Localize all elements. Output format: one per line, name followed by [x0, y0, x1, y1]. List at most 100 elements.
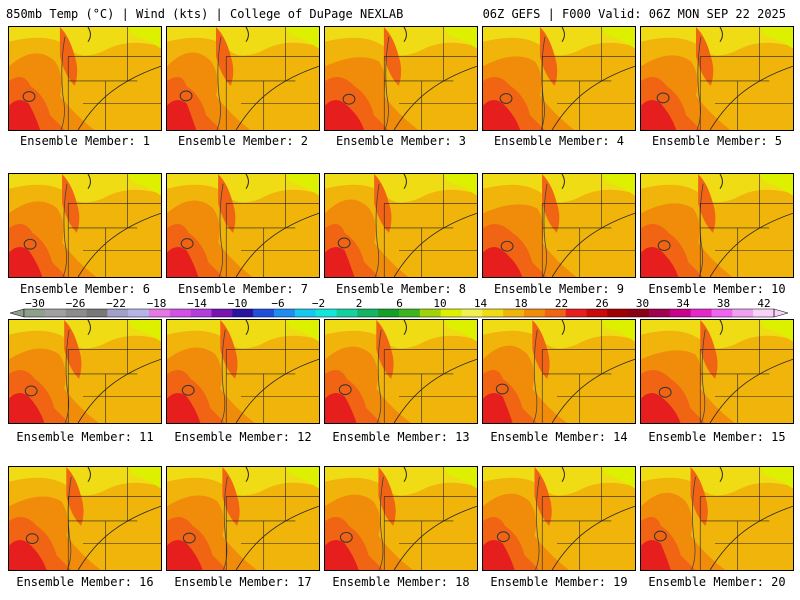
coastline — [719, 467, 723, 482]
contour-line — [66, 476, 72, 570]
run-valid-time: 06Z GEFS | F000 Valid: 06Z MON SEP 22 20… — [482, 7, 786, 21]
ensemble-map-panel — [166, 319, 320, 424]
contour-line — [64, 329, 70, 423]
contour-line — [216, 36, 222, 130]
colorbar-swatch — [65, 309, 87, 317]
cool-region — [483, 467, 635, 496]
ensemble-map-panel — [324, 173, 478, 278]
ensemble-map-panel — [166, 466, 320, 571]
temperature-map — [167, 27, 319, 130]
coastline — [87, 27, 91, 42]
ensemble-map-panel — [640, 466, 794, 571]
colorbar-tick-label: 38 — [716, 297, 731, 310]
river-line — [393, 505, 477, 570]
state-borders — [541, 27, 635, 130]
ensemble-map-panel — [324, 26, 478, 131]
hottest-region — [9, 393, 45, 423]
cool-region — [9, 467, 161, 496]
ensemble-member-label: Ensemble Member: 9 — [493, 282, 625, 296]
hottest-region — [167, 540, 203, 570]
state-borders — [699, 467, 793, 570]
colorbar-tick-label: −26 — [65, 297, 86, 310]
coolest-region — [285, 174, 319, 196]
colorbar-tick-label: −10 — [227, 297, 248, 310]
ensemble-map-panel — [166, 26, 320, 131]
river-line — [77, 358, 161, 423]
hottest-region — [641, 540, 671, 570]
colorbar-tick-label: −2 — [311, 297, 326, 310]
ensemble-map-panel — [324, 319, 478, 424]
coastline — [403, 27, 407, 42]
coastline — [403, 174, 407, 189]
ensemble-member-label: Ensemble Member: 17 — [174, 575, 312, 589]
ensemble-member-label: Ensemble Member: 11 — [16, 430, 154, 444]
coastline — [719, 27, 723, 42]
ensemble-member-label: Ensemble Member: 13 — [332, 430, 470, 444]
ensemble-map-panel — [8, 26, 162, 131]
contour-closed — [338, 384, 352, 396]
colorbar-max-arrow — [773, 308, 788, 318]
temperature-map — [641, 27, 793, 130]
contour-line — [60, 36, 66, 130]
colorbar-swatch — [232, 309, 254, 317]
hottest-region — [167, 393, 201, 423]
state-borders — [67, 27, 161, 130]
temperature-map — [9, 27, 161, 130]
ensemble-member-label: Ensemble Member: 10 — [648, 282, 786, 296]
colorbar-swatch — [107, 309, 129, 317]
ensemble-member-label: Ensemble Member: 16 — [16, 575, 154, 589]
cool-region — [325, 320, 477, 349]
colorbar-swatch — [503, 309, 525, 317]
contour-closed — [495, 383, 509, 395]
coastline — [561, 467, 565, 482]
colorbar-swatch — [669, 309, 691, 317]
contour-closed — [496, 531, 510, 543]
coastline — [245, 320, 249, 335]
colorbar-swatch — [649, 309, 671, 317]
river-line — [709, 212, 793, 277]
hottest-region — [167, 100, 197, 130]
river-line — [235, 212, 319, 277]
colorbar-swatch — [44, 309, 66, 317]
ensemble-map-panel — [8, 173, 162, 278]
colorbar-tick-label: 22 — [554, 297, 569, 310]
hottest-region — [9, 247, 43, 277]
colorbar-swatch — [690, 309, 712, 317]
state-borders — [541, 320, 635, 423]
cool-region — [483, 320, 635, 349]
cool-region — [641, 174, 793, 203]
colorbar-swatch — [336, 309, 358, 317]
ensemble-map-panel — [166, 173, 320, 278]
coastline — [403, 467, 407, 482]
state-borders — [383, 467, 477, 570]
contour-line — [696, 36, 702, 130]
contour-closed — [500, 240, 514, 252]
colorbar-tick-label: −22 — [106, 297, 126, 310]
contour-closed — [179, 90, 193, 102]
temperature-map — [325, 27, 477, 130]
coolest-region — [285, 467, 319, 489]
contour-line — [542, 183, 548, 277]
colorbar-swatch — [544, 309, 566, 317]
colorbar-swatch — [211, 309, 233, 317]
coolest-region — [759, 320, 793, 342]
hottest-region — [483, 393, 513, 423]
contour-closed — [499, 93, 513, 104]
coastline — [561, 320, 565, 335]
coolest-region — [285, 320, 319, 342]
state-borders — [383, 174, 477, 277]
state-borders — [225, 27, 319, 130]
ensemble-member-label: Ensemble Member: 8 — [335, 282, 467, 296]
colorbar-tick-label: 26 — [595, 297, 609, 310]
hottest-region — [641, 247, 679, 277]
temperature-map — [325, 174, 477, 277]
colorbar-swatch — [253, 309, 275, 317]
cool-region — [641, 27, 793, 56]
temperature-map — [483, 174, 635, 277]
ensemble-member-label: Ensemble Member: 14 — [490, 430, 628, 444]
contour-closed — [658, 386, 672, 398]
ensemble-map-panel — [482, 173, 636, 278]
colorbar-swatch — [565, 309, 587, 317]
contour-line — [540, 36, 546, 130]
colorbar-swatch — [419, 309, 441, 317]
